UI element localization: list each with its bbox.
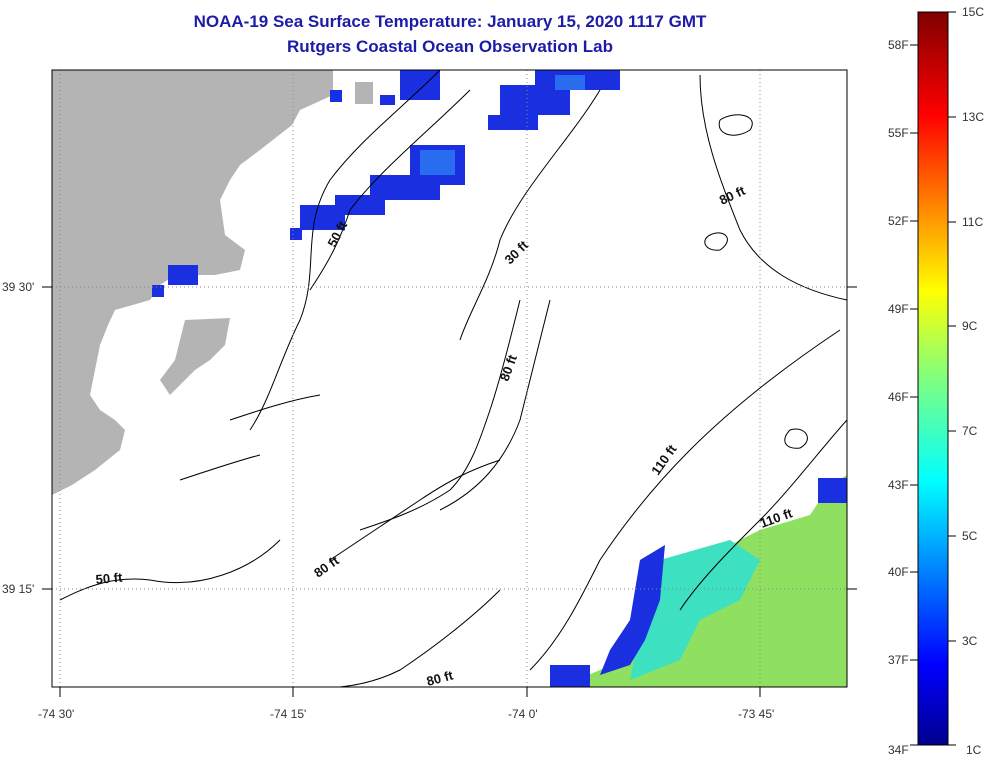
tick-marks <box>42 286 857 697</box>
colorbar-c-label: 11C <box>962 215 983 229</box>
colorbar-f-label: 46F <box>888 390 909 404</box>
land-mass <box>52 70 333 495</box>
cold-water-corner <box>818 478 847 503</box>
colorbar-fahrenheit-labels: 58F 55F 52F 49F 46F 43F 40F 37F 34F <box>888 38 909 757</box>
x-tick-label: -74 15' <box>270 707 306 721</box>
colorbar-c-label: 15C <box>962 5 984 19</box>
colorbar-f-label: 52F <box>888 214 909 228</box>
land-island <box>160 318 230 395</box>
colorbar-c-label: 9C <box>962 319 978 333</box>
colorbar-f-label: 37F <box>888 653 909 667</box>
contour-label: 80 ft <box>425 667 455 689</box>
colorbar-f-label: 55F <box>888 126 909 140</box>
colorbar-c-label: 13C <box>962 110 984 124</box>
warm-water-gradient <box>630 540 760 680</box>
colorbar-f-label: 40F <box>888 565 909 579</box>
colorbar-c-label: 7C <box>962 424 978 438</box>
colorbar-f-label: 49F <box>888 302 909 316</box>
y-tick-label: 39 15' <box>2 582 34 596</box>
x-tick-label: -73 45' <box>738 707 774 721</box>
colorbar-ticks <box>910 11 956 746</box>
cold-water-bottom <box>550 665 590 687</box>
x-tick-label: -74 30' <box>38 707 74 721</box>
y-tick-label: 39 30' <box>2 280 34 294</box>
cold-water-edge <box>600 545 665 675</box>
colorbar <box>917 11 949 746</box>
colorbar-c-label: 1C <box>966 743 982 757</box>
colorbar-c-label: 3C <box>962 634 978 648</box>
contour-label: 50 ft <box>95 570 124 587</box>
grid-lines <box>52 70 847 687</box>
map-title: NOAA-19 Sea Surface Temperature: January… <box>193 12 707 31</box>
map-subtitle: Rutgers Coastal Ocean Observation Lab <box>287 37 613 56</box>
bathymetry-contours <box>59 70 847 687</box>
colorbar-c-label: 5C <box>962 529 978 543</box>
land-island-small <box>355 82 373 104</box>
colorbar-celsius-labels: 15C 13C 11C 9C 7C 5C 3C 1C <box>962 5 984 757</box>
cold-water-pixels-light <box>420 75 585 175</box>
colorbar-f-label: 34F <box>888 743 909 757</box>
colorbar-f-label: 58F <box>888 38 909 52</box>
plot-frame <box>51 69 848 688</box>
colorbar-f-label: 43F <box>888 478 909 492</box>
x-tick-label: -74 0' <box>508 707 538 721</box>
